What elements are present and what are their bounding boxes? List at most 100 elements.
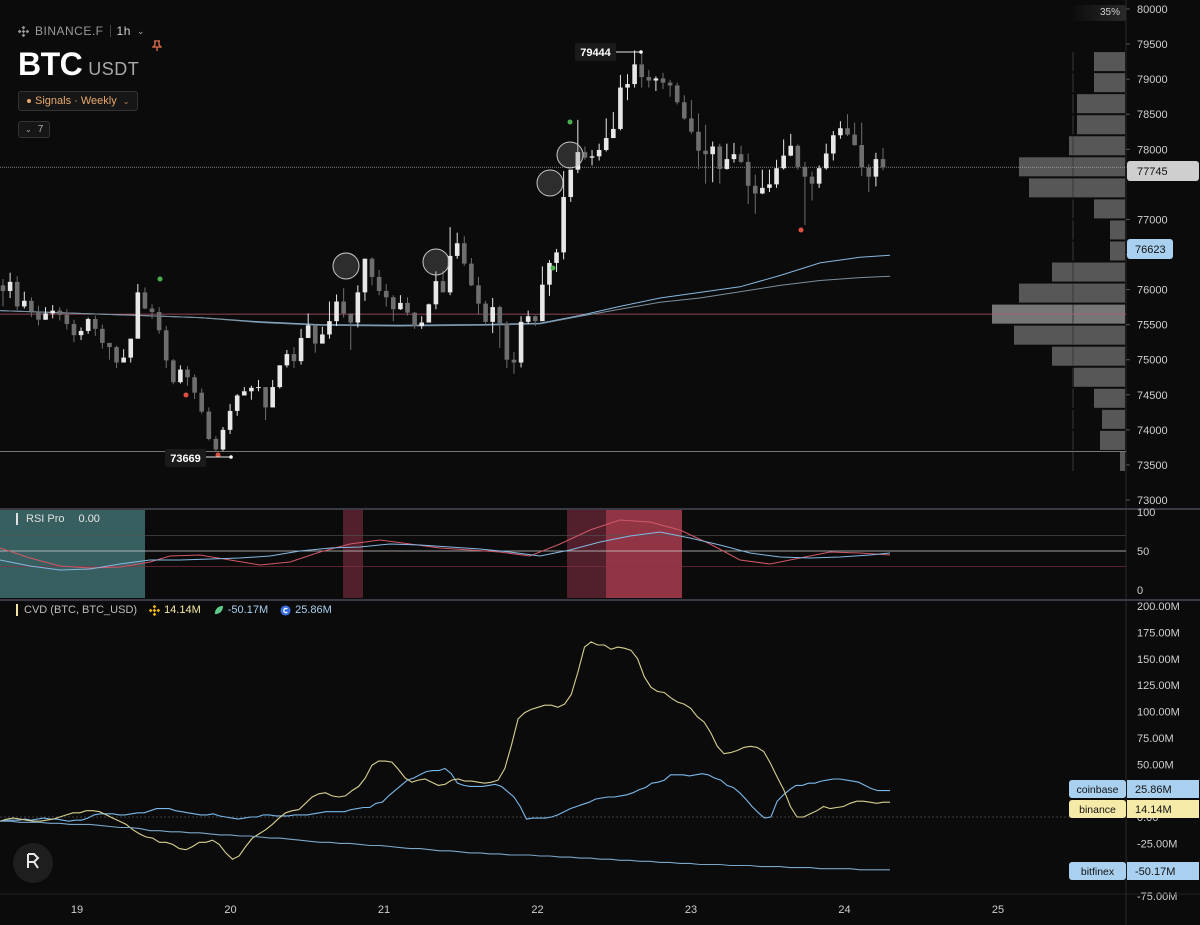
- candle: [178, 365, 183, 384]
- candle-body: [504, 323, 510, 360]
- candle-body: [823, 153, 829, 169]
- candle-body: [234, 395, 240, 411]
- price-tick-label: 78000: [1137, 144, 1168, 156]
- candle-body: [454, 243, 460, 256]
- rsi-legend[interactable]: RSI Pro 0.00: [16, 513, 100, 525]
- candle: [483, 300, 488, 327]
- candle: [43, 307, 48, 320]
- rsi-signal-line: [0, 531, 891, 571]
- candle-body: [547, 262, 552, 285]
- price-tick-label: 79000: [1137, 74, 1168, 86]
- candle-body: [291, 354, 297, 362]
- candle: [391, 295, 396, 322]
- candle: [831, 131, 836, 161]
- candle: [838, 121, 843, 139]
- candle-body: [788, 145, 794, 156]
- candle-body: [185, 369, 190, 378]
- rsi-tick-label: 50: [1137, 546, 1149, 558]
- candle: [568, 169, 574, 202]
- cvd-line-bitfinex: [0, 820, 890, 871]
- candle: [845, 114, 850, 136]
- candle-body: [50, 310, 55, 314]
- app-logo-button[interactable]: [13, 843, 53, 883]
- indicators-toggle[interactable]: ⌄ 7: [18, 121, 51, 138]
- volume-profile-bar: [1120, 451, 1125, 471]
- time-tick-label: 23: [685, 904, 697, 916]
- candle: [156, 307, 162, 334]
- rsi-tick-label: 100: [1137, 507, 1155, 519]
- candle: [142, 287, 148, 310]
- candle: [107, 342, 112, 360]
- candle: [625, 74, 630, 101]
- candle-body: [277, 365, 283, 388]
- candle: [611, 112, 616, 139]
- cvd-tick-label: 50.00M: [1137, 759, 1174, 771]
- symbol-title[interactable]: BTC USDT: [18, 46, 139, 83]
- candle-body: [760, 187, 765, 194]
- candle: [405, 297, 410, 316]
- signals-dropdown[interactable]: Signals · Weekly ⌄: [18, 91, 139, 111]
- signal-circle: [422, 248, 450, 276]
- low-label-box: [165, 449, 206, 467]
- exchange-selector[interactable]: BINANCE.F 1h ⌄: [17, 24, 145, 38]
- candle: [660, 72, 666, 89]
- zoom-indicator[interactable]: 35%: [1070, 5, 1126, 21]
- rsi-overbought-band-strong: [606, 510, 682, 598]
- candle-body: [227, 410, 233, 430]
- candle-body: [121, 357, 126, 363]
- chevron-down-icon: ⌄: [122, 96, 130, 106]
- candle: [114, 345, 119, 369]
- candle: [64, 309, 70, 330]
- candle: [0, 279, 6, 307]
- candle-body: [369, 258, 375, 277]
- candle: [355, 285, 361, 328]
- candle: [809, 171, 815, 201]
- candle: [561, 171, 566, 260]
- candle-body: [447, 255, 453, 293]
- candle: [745, 153, 751, 204]
- candle: [362, 258, 368, 301]
- candle-body: [731, 154, 737, 160]
- candle-body: [696, 131, 701, 151]
- cvd-tag-bitfinex: bitfinex -50.17M: [1069, 862, 1199, 880]
- cvd-binance-value: 14.14M: [164, 604, 201, 616]
- time-tick-label: 19: [71, 904, 83, 916]
- coinbase-value: 25.86M: [1135, 784, 1172, 796]
- volume-profile-bar: [1074, 367, 1125, 387]
- rsi-tick-label: 0: [1137, 585, 1143, 597]
- candle-body: [305, 325, 311, 338]
- candle-body: [525, 316, 531, 322]
- candle: [554, 248, 559, 273]
- candle-body: [781, 155, 786, 169]
- candle-body: [213, 438, 219, 450]
- symbol-base: BTC: [18, 46, 83, 82]
- candle-body: [511, 359, 517, 363]
- candle-body: [880, 159, 886, 168]
- time-axis[interactable]: 19 20 21 22 23 24 25: [71, 904, 1004, 916]
- candle: [547, 260, 552, 296]
- cvd-legend[interactable]: CVD (BTC, BTC_USD) 14.14M -50.17M 25.86M: [16, 604, 332, 616]
- candle: [348, 313, 354, 350]
- price-tick-label: 76000: [1137, 285, 1168, 297]
- price-tick-label: 78500: [1137, 109, 1168, 121]
- coinbase-icon: [280, 604, 291, 616]
- volume-profile-bar: [1102, 409, 1125, 429]
- pin-icon[interactable]: [151, 40, 163, 55]
- timeframe-selector[interactable]: 1h: [116, 24, 131, 38]
- candle-body: [92, 319, 98, 329]
- candle-body: [589, 156, 595, 158]
- candle: [504, 321, 510, 369]
- candle-body: [107, 342, 112, 348]
- exchange-name: BINANCE.F: [35, 24, 104, 38]
- candle-body: [284, 354, 290, 366]
- candle-body: [256, 387, 261, 389]
- candle-body: [440, 281, 446, 293]
- candle: [284, 349, 290, 368]
- coinbase-value-tag: [1127, 780, 1199, 798]
- candle-body: [724, 159, 730, 169]
- candle: [639, 52, 645, 88]
- candle: [696, 113, 701, 169]
- time-tick-label: 24: [838, 904, 850, 916]
- candle: [447, 227, 453, 296]
